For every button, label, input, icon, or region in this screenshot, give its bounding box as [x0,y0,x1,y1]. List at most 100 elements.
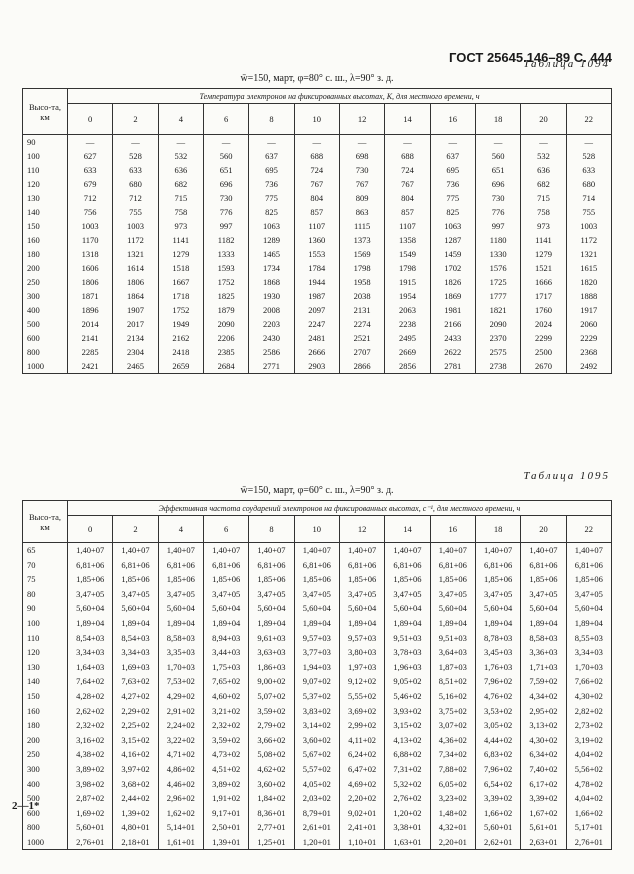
data-table: Высо-та, км Эффективная частота соударени… [22,500,613,851]
value-cell: 1,39+01 [202,834,250,851]
column-header: 6 [202,515,250,543]
height-cell: 1000 [22,359,68,374]
value-cell: 4,16+02 [112,747,159,762]
value-cell: 714 [565,191,613,205]
value-cell: 730 [474,191,522,205]
value-cell: 3,35+03 [157,645,204,660]
value-cell: 1170 [66,233,114,247]
value-cell: 809 [338,191,386,205]
value-cell: — [293,134,340,149]
table-row: 500 2,87+02 2,44+02 2,96+02 1,91+02 1,84+02 2,… [22,791,613,806]
value-cell: 775 [429,191,476,205]
value-cell: 1,96+03 [384,659,431,675]
value-cell: 1,89+04 [202,615,250,631]
value-cell: 7,96+02 [474,761,522,777]
value-cell: 5,16+02 [429,688,476,704]
value-cell: 560 [474,149,522,163]
height-cell: 130 [22,659,68,675]
value-cell: 2481 [293,331,340,345]
value-cell: 2060 [565,317,613,331]
value-cell: 6,54+02 [474,776,522,792]
value-cell: 2903 [293,359,340,374]
height-cell: 400 [22,776,68,792]
value-cell: 2738 [474,359,522,374]
value-cell: 528 [112,149,159,163]
value-cell: 2,32+02 [66,718,114,733]
value-cell: 1,70+03 [157,659,204,675]
value-cell: 3,75+02 [429,703,476,719]
value-cell: 7,40+02 [520,761,567,777]
value-cell: 1330 [474,247,522,261]
value-cell: 2659 [157,359,204,374]
column-header: 22 [565,103,613,135]
value-cell: 1752 [157,303,204,317]
value-cell: 2141 [66,331,114,345]
value-cell: 736 [429,177,476,191]
value-cell: 3,15+02 [112,732,159,748]
height-cell: 600 [22,805,68,821]
value-cell: 1,89+04 [112,615,159,631]
value-cell: 3,14+02 [293,718,340,733]
column-header: 14 [384,515,431,543]
data-table: Высо-та, км Температура электронов на фик… [22,88,613,374]
value-cell: 7,66+02 [565,674,613,689]
value-cell: 4,60+02 [202,688,250,704]
value-cell: 4,73+02 [202,747,250,762]
table-row: 500 2014 2017 1949 2090 2203 2247 2274 2238 2166 2… [22,317,613,331]
value-cell: 5,37+02 [293,688,340,704]
value-cell: 1,75+03 [202,659,250,675]
value-cell: 2465 [112,359,159,374]
value-cell: 5,60+04 [338,601,386,616]
value-cell: 2666 [293,345,340,359]
table-row: 300 1871 1864 1718 1825 1930 1987 2038 1954 1869 1… [22,289,613,303]
value-cell: 682 [520,177,567,191]
table-row: 150 4,28+02 4,27+02 4,29+02 4,60+02 5,07+02 5,… [22,688,613,704]
value-cell: 3,47+05 [248,586,295,602]
value-cell: 1725 [474,275,522,289]
value-cell: 1115 [338,219,386,233]
value-cell: 1003 [112,219,159,233]
value-cell: 6,47+02 [338,761,386,777]
value-cell: 1,71+03 [520,659,567,675]
value-cell: 6,81+06 [474,557,522,573]
value-cell: 857 [293,205,340,219]
value-cell: 1141 [520,233,567,247]
table-row: 140 7,64+02 7,63+02 7,53+02 7,65+02 9,00+02 9,… [22,674,613,689]
value-cell: 1279 [157,247,204,261]
value-cell: 1806 [66,275,114,289]
value-cell: 2090 [474,317,522,331]
value-cell: 4,27+02 [112,688,159,704]
value-cell: 9,51+03 [429,630,476,646]
value-cell: — [384,134,431,149]
value-cell: 724 [293,163,340,177]
value-cell: 1614 [112,261,159,275]
table-row: 160 2,62+02 2,29+02 2,91+02 3,21+02 3,59+02 3,… [22,703,613,719]
value-cell: 695 [429,163,476,177]
value-cell: 997 [202,219,250,233]
value-cell: 1,39+02 [112,805,159,821]
value-cell: 1,89+04 [384,615,431,631]
table-row: 160 1170 1172 1141 1182 1289 1360 1373 1358 1287 1… [22,233,613,247]
value-cell: 4,80+01 [112,820,159,835]
value-cell: 6,81+06 [202,557,250,573]
column-header: 12 [338,515,386,543]
value-cell: 7,88+02 [429,761,476,777]
table-label: Таблица 1095 [523,470,610,482]
value-cell: 2131 [338,303,386,317]
height-cell: 180 [22,247,68,261]
value-cell: 2285 [66,345,114,359]
value-cell: 4,05+02 [293,776,340,792]
value-cell: 1958 [338,275,386,289]
value-cell: 1,40+07 [248,542,295,558]
value-cell: 767 [338,177,386,191]
value-cell: 1868 [248,275,295,289]
value-cell: — [66,134,114,149]
value-cell: 1,76+03 [474,659,522,675]
height-cell: 90 [22,601,68,616]
table-row: 120 3,34+03 3,34+03 3,35+03 3,44+03 3,63+03 3,… [22,645,613,660]
value-cell: 528 [565,149,613,163]
value-cell: 2063 [384,303,431,317]
value-cell: 2203 [248,317,295,331]
table-title: w̄=150, март, φ=60° с. ш., λ=90° з. д. [240,485,394,496]
